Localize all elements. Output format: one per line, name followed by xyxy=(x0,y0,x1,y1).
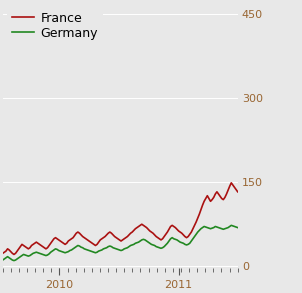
France xyxy=(119,239,123,243)
France xyxy=(12,253,16,256)
France xyxy=(114,236,118,239)
Germany xyxy=(119,249,123,252)
France xyxy=(18,245,22,248)
Legend: France, Germany: France, Germany xyxy=(7,6,103,45)
Line: France: France xyxy=(3,183,238,254)
France xyxy=(230,181,233,185)
Germany xyxy=(114,247,118,251)
France xyxy=(1,252,5,255)
Germany xyxy=(1,258,5,262)
France xyxy=(236,190,239,194)
Germany xyxy=(230,224,233,227)
Germany xyxy=(18,255,22,258)
Germany xyxy=(169,237,172,241)
France xyxy=(169,225,172,228)
France xyxy=(146,227,150,231)
Germany xyxy=(47,252,51,255)
Germany xyxy=(236,226,239,229)
France xyxy=(47,244,51,247)
Germany xyxy=(12,259,16,262)
Line: Germany: Germany xyxy=(3,225,238,260)
Germany xyxy=(146,240,150,244)
